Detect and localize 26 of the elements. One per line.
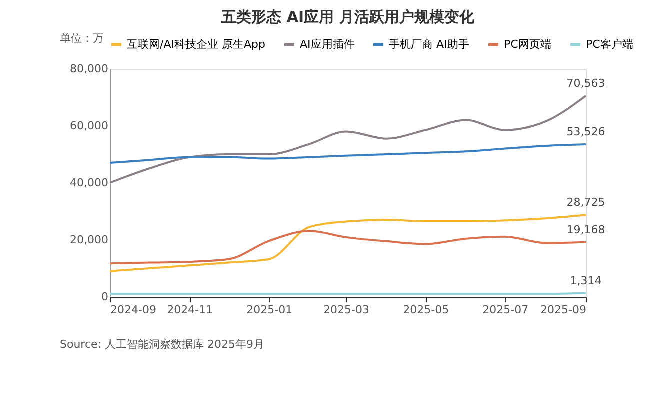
x-tick-label: 2025-05 <box>403 304 450 316</box>
data-label: 70,563 <box>566 76 606 90</box>
legend-label: 手机厂商 AI助手 <box>389 38 470 51</box>
x-tick-label: 2025-01 <box>246 304 293 316</box>
chart-title: 五类形态 AI应用 月活跃用户规模变化 <box>220 8 476 26</box>
y-tick-label: 80,000 <box>70 62 108 76</box>
text: 单位：万 <box>60 32 104 45</box>
y-tick-label: 40,000 <box>70 176 108 190</box>
legend-label: PC网页端 <box>504 38 552 51</box>
line-series <box>109 143 587 164</box>
data-label: 53,526 <box>566 125 606 138</box>
data-label: 1,314 <box>570 274 602 288</box>
x-tick-label: 2025-07 <box>482 304 529 316</box>
data-label: 19,168 <box>566 223 606 236</box>
x-tick-label: 2025-09 <box>540 304 586 316</box>
x-tick-label: 2024-11 <box>167 304 214 316</box>
source-note: Source: 人工智能洞察数据库 2025年9月 <box>60 338 264 351</box>
legend-label: PC客户端 <box>586 38 634 51</box>
x-tick-label: 2024-09 <box>110 304 156 316</box>
x-tick-label: 2025-03 <box>324 304 370 316</box>
legend-label: AI应用插件 <box>300 38 355 51</box>
y-tick-label: 60,000 <box>70 120 108 132</box>
y-tick-label: 0 <box>102 290 108 304</box>
y-tick-label: 20,000 <box>70 234 108 246</box>
data-label: 28,725 <box>566 196 606 210</box>
legend-label: 互联网/AI科技企业 原生App <box>127 38 266 51</box>
